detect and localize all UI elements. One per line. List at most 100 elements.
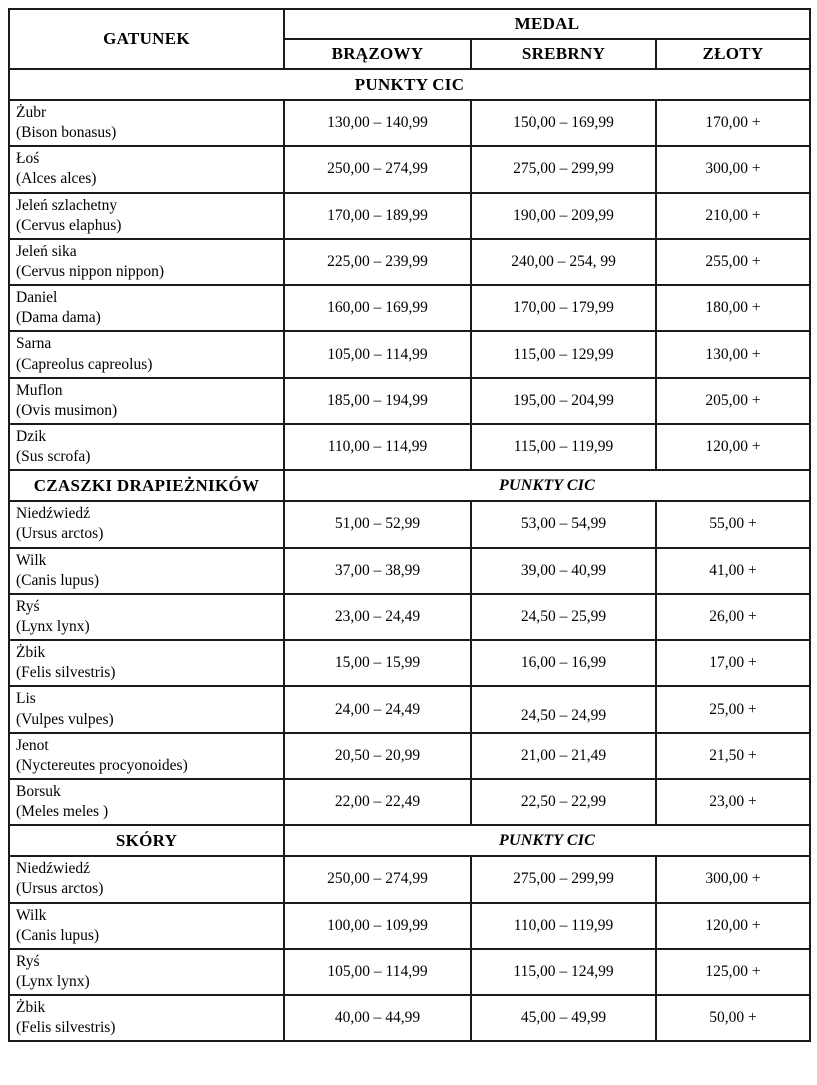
species-row: Sarna (Capreolus capreolus) 105,00 – 114,9… xyxy=(8,330,812,379)
silver-value: 115,00 – 119,99 xyxy=(470,422,657,472)
gold-value: 130,00 + xyxy=(654,330,812,379)
species-cell: Jenot (Nyctereutes procyonoides) xyxy=(8,731,285,780)
gold-value: 25,00 + xyxy=(654,685,812,734)
table-header: GATUNEK MEDAL BRĄZOWY SREBRNY ZŁOTY xyxy=(8,8,812,70)
silver-value: 115,00 – 129,99 xyxy=(470,330,657,379)
species-latin-name: (Felis silvestris) xyxy=(16,664,116,682)
gold-value: 125,00 + xyxy=(654,947,812,997)
species-row: Niedźwiedź (Ursus arctos) 51,00 – 52,99 53,… xyxy=(8,500,812,549)
species-latin-name: (Ursus arctos) xyxy=(16,880,104,898)
bronze-value: 15,00 – 15,99 xyxy=(283,639,472,688)
species-name: Jenot xyxy=(16,736,49,754)
header-row-1: GATUNEK MEDAL xyxy=(8,8,812,70)
silver-value: 115,00 – 124,99 xyxy=(470,947,657,997)
species-latin-name: (Lynx lynx) xyxy=(16,617,90,635)
species-name: Żbik xyxy=(16,644,46,662)
silver-value: 190,00 – 209,99 xyxy=(470,191,657,240)
species-row: Żubr (Bison bonasus) 130,00 – 140,99 150,00… xyxy=(8,98,812,148)
species-cell: Niedźwiedź (Ursus arctos) xyxy=(8,500,285,549)
species-row: Ryś (Lynx lynx) 23,00 – 24,49 24,50 – 25,99… xyxy=(8,592,812,642)
silver-value: 45,00 – 49,99 xyxy=(470,994,657,1043)
species-latin-name: (Bison bonasus) xyxy=(16,124,117,142)
species-name: Dzik xyxy=(16,427,47,445)
species-row: Daniel (Dama dama) 160,00 – 169,99 170,00 –… xyxy=(8,284,812,333)
bronze-value: 51,00 – 52,99 xyxy=(283,500,472,549)
species-name: Łoś xyxy=(16,150,40,168)
species-name: Wilk xyxy=(16,551,47,569)
silver-value: 53,00 – 54,99 xyxy=(470,500,657,549)
silver-value: 240,00 – 254, 99 xyxy=(470,237,657,287)
species-cell: Jeleń szlachetny (Cervus elaphus) xyxy=(8,191,285,240)
table-body: PUNKTY CIC Żubr (Bison bonasus) 130,00 – 14… xyxy=(7,68,812,1043)
bronze-value: 105,00 – 114,99 xyxy=(283,330,472,379)
silver-value: 170,00 – 179,99 xyxy=(470,284,657,333)
bronze-value: 24,00 – 24,49 xyxy=(283,685,472,734)
punkty-cic-label: PUNKTY CIC xyxy=(282,824,812,858)
species-name: Muflon xyxy=(16,381,63,399)
section-label: SKÓRY xyxy=(8,824,285,858)
species-latin-name: (Alces alces) xyxy=(16,170,97,188)
species-cell: Borsuk (Meles meles ) xyxy=(8,777,285,827)
species-row: Lis (Vulpes vulpes) 24,00 – 24,49 24,50 – 2… xyxy=(8,685,812,734)
species-latin-name: (Vulpes vulpes) xyxy=(16,710,114,728)
silver-value: 24,50 – 25,99 xyxy=(470,592,657,642)
species-cell: Dzik (Sus scrofa) xyxy=(8,422,285,472)
species-row: Jenot (Nyctereutes procyonoides) 20,50 – 2… xyxy=(8,731,812,780)
species-cell: Żbik (Felis silvestris) xyxy=(8,994,285,1043)
gold-value: 120,00 + xyxy=(654,422,812,472)
species-name: Borsuk xyxy=(16,782,61,800)
species-name: Niedźwiedź xyxy=(16,505,91,523)
species-row: Łoś (Alces alces) 250,00 – 274,99 275,00 – … xyxy=(8,145,812,194)
section-header-row: CZASZKI DRAPIEŻNIKÓW PUNKTY CIC xyxy=(8,469,812,503)
species-cell: Jeleń sika (Cervus nippon nippon) xyxy=(8,237,285,287)
species-row: Jeleń szlachetny (Cervus elaphus) 170,00 –… xyxy=(8,191,812,240)
bronze-value: 250,00 – 274,99 xyxy=(283,855,472,904)
bronze-value: 250,00 – 274,99 xyxy=(283,145,472,194)
column-header-srebrny: SREBRNY xyxy=(470,38,657,70)
species-latin-name: (Lynx lynx) xyxy=(16,972,90,990)
silver-value: 24,50 – 24,99 xyxy=(470,685,657,734)
silver-value: 275,00 – 299,99 xyxy=(470,855,657,904)
species-cell: Wilk (Canis lupus) xyxy=(8,546,285,595)
species-cell: Daniel (Dama dama) xyxy=(8,284,285,333)
bronze-value: 130,00 – 140,99 xyxy=(283,98,472,148)
gold-value: 300,00 + xyxy=(654,145,812,194)
species-name: Jeleń sika xyxy=(16,242,77,260)
species-name: Lis xyxy=(16,690,36,708)
species-name: Ryś xyxy=(16,597,40,615)
species-cell: Muflon (Ovis musimon) xyxy=(8,376,285,425)
species-latin-name: (Capreolus capreolus) xyxy=(16,355,153,373)
bronze-value: 170,00 – 189,99 xyxy=(283,191,472,240)
species-row: Niedźwiedź (Ursus arctos) 250,00 – 274,99 2… xyxy=(8,855,812,904)
gold-value: 170,00 + xyxy=(654,98,812,148)
silver-value: 110,00 – 119,99 xyxy=(470,901,657,950)
gold-value: 50,00 + xyxy=(654,994,812,1043)
species-row: Wilk (Canis lupus) 37,00 – 38,99 39,00 – 40… xyxy=(8,546,812,595)
species-name: Żbik xyxy=(16,999,46,1017)
species-latin-name: (Nyctereutes procyonoides) xyxy=(16,756,188,774)
silver-value: 275,00 – 299,99 xyxy=(470,145,657,194)
silver-value: 195,00 – 204,99 xyxy=(470,376,657,425)
gold-value: 17,00 + xyxy=(654,639,812,688)
species-latin-name: (Cervus elaphus) xyxy=(16,216,122,234)
gold-value: 120,00 + xyxy=(654,901,812,950)
section-label: CZASZKI DRAPIEŻNIKÓW xyxy=(8,469,285,503)
bronze-value: 225,00 – 239,99 xyxy=(283,237,472,287)
species-latin-name: (Cervus nippon nippon) xyxy=(16,262,165,280)
column-header-brazowy: BRĄZOWY xyxy=(283,38,472,70)
gold-value: 26,00 + xyxy=(654,592,812,642)
species-cell: Żubr (Bison bonasus) xyxy=(8,98,285,148)
bronze-value: 40,00 – 44,99 xyxy=(283,994,472,1043)
species-name: Jeleń szlachetny xyxy=(16,196,118,214)
gold-value: 255,00 + xyxy=(654,237,812,287)
bronze-value: 20,50 – 20,99 xyxy=(283,731,472,780)
bronze-value: 110,00 – 114,99 xyxy=(283,422,472,472)
species-latin-name: (Canis lupus) xyxy=(16,926,100,944)
species-row: Żbik (Felis silvestris) 40,00 – 44,99 45,00… xyxy=(8,994,812,1043)
species-row: Borsuk (Meles meles ) 22,00 – 22,49 22,50 –… xyxy=(8,777,812,827)
column-header-gatunek: GATUNEK xyxy=(8,8,285,70)
header-row-2: BRĄZOWY SREBRNY ZŁOTY xyxy=(9,38,812,70)
section-label: PUNKTY CIC xyxy=(7,68,812,101)
gold-value: 41,00 + xyxy=(654,546,812,595)
species-row: Wilk (Canis lupus) 100,00 – 109,99 110,00 –… xyxy=(8,901,812,950)
